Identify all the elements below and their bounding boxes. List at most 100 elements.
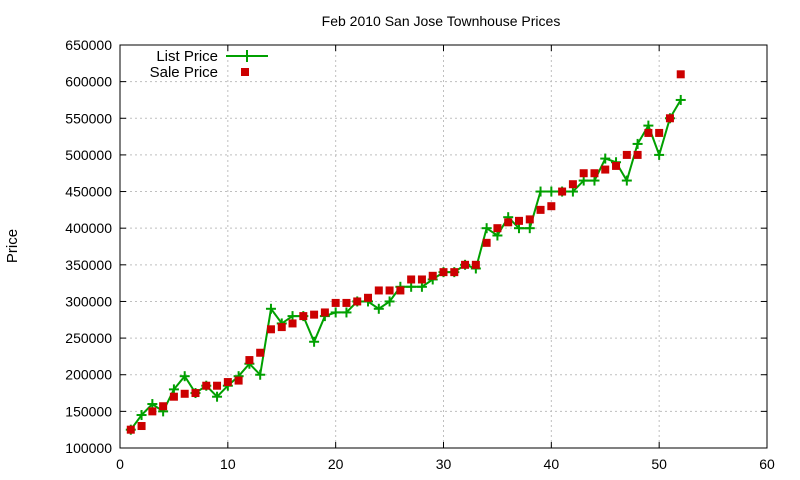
sale-price-point [159, 402, 168, 411]
list-price-point [136, 410, 147, 421]
sale-price-point [644, 128, 653, 137]
series-line-list-price [129, 99, 682, 431]
legend-label-list-price: List Price [156, 48, 218, 65]
list-price-point [654, 149, 665, 160]
sale-price-point [461, 260, 470, 269]
sale-price-point [525, 215, 534, 224]
sale-price-point [450, 268, 459, 277]
sale-price-point [547, 202, 556, 211]
y-tick-label: 300000 [65, 293, 112, 309]
sale-price-point [288, 319, 297, 328]
plot-series [125, 70, 686, 435]
legend-label-sale-price: Sale Price [150, 64, 218, 81]
sale-price-point [256, 348, 265, 357]
x-tick-label: 40 [544, 456, 560, 472]
list-price-point [600, 153, 611, 164]
sale-price-point [665, 114, 674, 123]
list-price-point [373, 303, 384, 314]
sale-price-point [417, 275, 426, 284]
sale-price-point [213, 381, 222, 390]
sale-price-point [126, 425, 135, 434]
y-axis-title: Price [4, 229, 21, 263]
sale-price-point [655, 128, 664, 137]
y-tick-label: 150000 [65, 403, 112, 419]
sale-price-point [148, 407, 157, 416]
legend: List Price Sale Price [150, 48, 268, 81]
sale-price-point [676, 70, 685, 79]
legend-marker-sale-price [241, 68, 249, 76]
x-tick-label: 50 [651, 456, 667, 472]
y-tick-label: 450000 [65, 184, 112, 200]
y-tick-label: 500000 [65, 147, 112, 163]
list-price-point [309, 336, 320, 347]
list-price-point [481, 223, 492, 234]
sale-price-point [385, 286, 394, 295]
sale-price-point [536, 205, 545, 214]
sale-price-point [471, 260, 480, 269]
list-price-point [341, 307, 352, 318]
sale-price-point [364, 293, 373, 302]
sale-price-point [633, 150, 642, 159]
sale-price-point [558, 187, 567, 196]
sale-price-point [428, 271, 437, 280]
x-tick-label: 30 [436, 456, 452, 472]
y-tick-label: 350000 [65, 257, 112, 273]
sale-price-point [202, 381, 211, 390]
sale-price-point [579, 169, 588, 178]
list-price-point [632, 138, 643, 149]
sale-price-point [331, 298, 340, 307]
x-tick-label: 60 [759, 456, 775, 472]
sale-price-point [601, 165, 610, 174]
sale-price-point [493, 224, 502, 233]
list-price-point [524, 223, 535, 234]
sale-price-point [396, 286, 405, 295]
sale-price-point [191, 389, 200, 398]
x-tick-label: 20 [328, 456, 344, 472]
y-tick-label: 600000 [65, 74, 112, 90]
sale-price-point [223, 378, 232, 387]
y-tick-label: 250000 [65, 330, 112, 346]
sale-price-point [374, 286, 383, 295]
list-price-point [384, 296, 395, 307]
sale-price-point [169, 392, 178, 401]
y-tick-label: 400000 [65, 220, 112, 236]
y-tick-label: 650000 [65, 37, 112, 53]
sale-price-point [342, 298, 351, 307]
sale-price-point [180, 389, 189, 398]
sale-price-point [266, 325, 275, 334]
sale-price-point [504, 218, 513, 227]
sale-price-point [514, 216, 523, 225]
list-price-point [621, 175, 632, 186]
x-tick-label: 0 [116, 456, 124, 472]
x-tick-label: 10 [220, 456, 236, 472]
list-price-point [675, 94, 686, 105]
sale-price-point [590, 169, 599, 178]
sale-price-point [277, 323, 286, 332]
chart-title: Feb 2010 San Jose Townhouse Prices [322, 13, 561, 29]
sale-price-point [407, 275, 416, 284]
sale-price-point [137, 422, 146, 431]
list-price-point [179, 371, 190, 382]
list-price-point [546, 186, 557, 197]
sale-price-point [612, 161, 621, 170]
list-price-point [535, 186, 546, 197]
axis-ticks: 100000 150000 200000 250000 300000 350000 4000… [65, 37, 775, 472]
legend-marker-list-price [241, 50, 253, 62]
y-tick-label: 100000 [65, 440, 112, 456]
y-tick-label: 200000 [65, 367, 112, 383]
sale-price-point [234, 376, 243, 385]
sale-price-point [568, 180, 577, 189]
sale-price-point [299, 312, 308, 321]
list-price-point [265, 303, 276, 314]
y-tick-label: 550000 [65, 110, 112, 126]
sale-price-point [310, 310, 319, 319]
list-price-point [255, 369, 266, 380]
sale-price-point [439, 268, 448, 277]
list-price-point [212, 391, 223, 402]
sale-price-point [320, 308, 329, 317]
sale-price-point [245, 356, 254, 365]
sale-price-point [482, 238, 491, 247]
sale-price-point [622, 150, 631, 159]
list-price-point [330, 307, 341, 318]
